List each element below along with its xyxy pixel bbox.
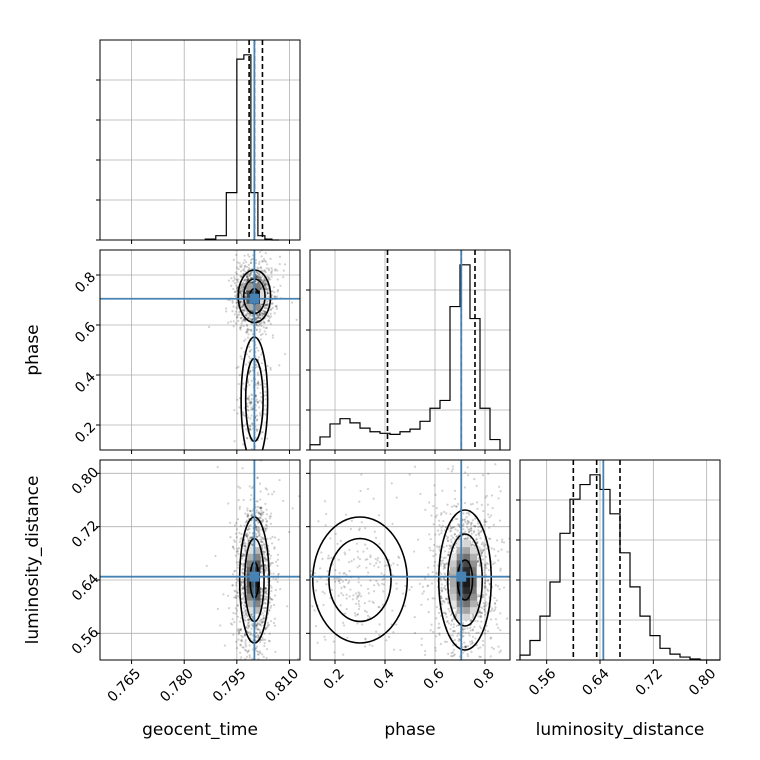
ytick-label-phase-0: 0.2	[72, 419, 99, 446]
hist-panel-luminosity_distance	[516, 459, 721, 664]
contour-0-2	[437, 509, 493, 651]
hist-steps-phase	[309, 264, 501, 450]
contour-1-2	[311, 516, 409, 644]
hist-steps-luminosity_distance	[519, 474, 720, 661]
scatter-panel-phase-luminosity_distance	[306, 459, 511, 664]
ytick-label-luminosity_distance-2: 0.72	[69, 518, 102, 551]
xaxis-label-phase: phase	[384, 720, 435, 740]
yaxis-label-phase: phase	[23, 324, 43, 375]
hist-panel-geocent_time	[96, 39, 301, 244]
yaxis-label-luminosity_distance: luminosity_distance	[23, 476, 43, 645]
xtick-label-luminosity_distance-3: 0.80	[686, 666, 719, 699]
ytick-label-phase-2: 0.6	[72, 319, 99, 346]
scatter-panel-geocent_time-phase	[96, 249, 301, 454]
xtick-label-phase-0: 0.2	[321, 666, 348, 693]
ytick-label-luminosity_distance-1: 0.64	[69, 571, 102, 604]
xaxis-label-geocent_time: geocent_time	[142, 720, 258, 740]
ytick-label-phase-3: 0.8	[72, 269, 99, 296]
xtick-label-luminosity_distance-1: 0.64	[579, 666, 612, 699]
truth-marker	[249, 293, 260, 304]
truth-marker	[456, 571, 467, 582]
xtick-label-luminosity_distance-0: 0.56	[526, 666, 559, 699]
truth-marker	[249, 571, 260, 582]
contour-1-1	[328, 537, 392, 623]
xtick-label-geocent_time-1: 0.780	[157, 666, 197, 706]
scatter-panel-geocent_time-luminosity_distance	[96, 459, 301, 664]
ytick-label-luminosity_distance-3: 0.80	[69, 464, 102, 497]
hist-panel-phase	[306, 249, 511, 454]
contour-0-1	[446, 533, 484, 627]
ytick-label-luminosity_distance-0: 0.56	[69, 624, 102, 657]
xtick-label-luminosity_distance-2: 0.72	[633, 666, 666, 699]
xaxis-label-luminosity_distance: luminosity_distance	[536, 720, 705, 740]
hist-steps-geocent_time	[204, 54, 279, 241]
xtick-label-phase-1: 0.4	[371, 666, 398, 693]
ytick-label-phase-1: 0.4	[72, 369, 99, 396]
xtick-label-geocent_time-2: 0.795	[210, 666, 250, 706]
xtick-label-phase-2: 0.6	[421, 666, 448, 693]
xtick-label-geocent_time-3: 0.810	[263, 666, 303, 706]
xtick-label-geocent_time-0: 0.765	[105, 666, 145, 706]
xtick-label-phase-3: 0.8	[471, 666, 498, 693]
